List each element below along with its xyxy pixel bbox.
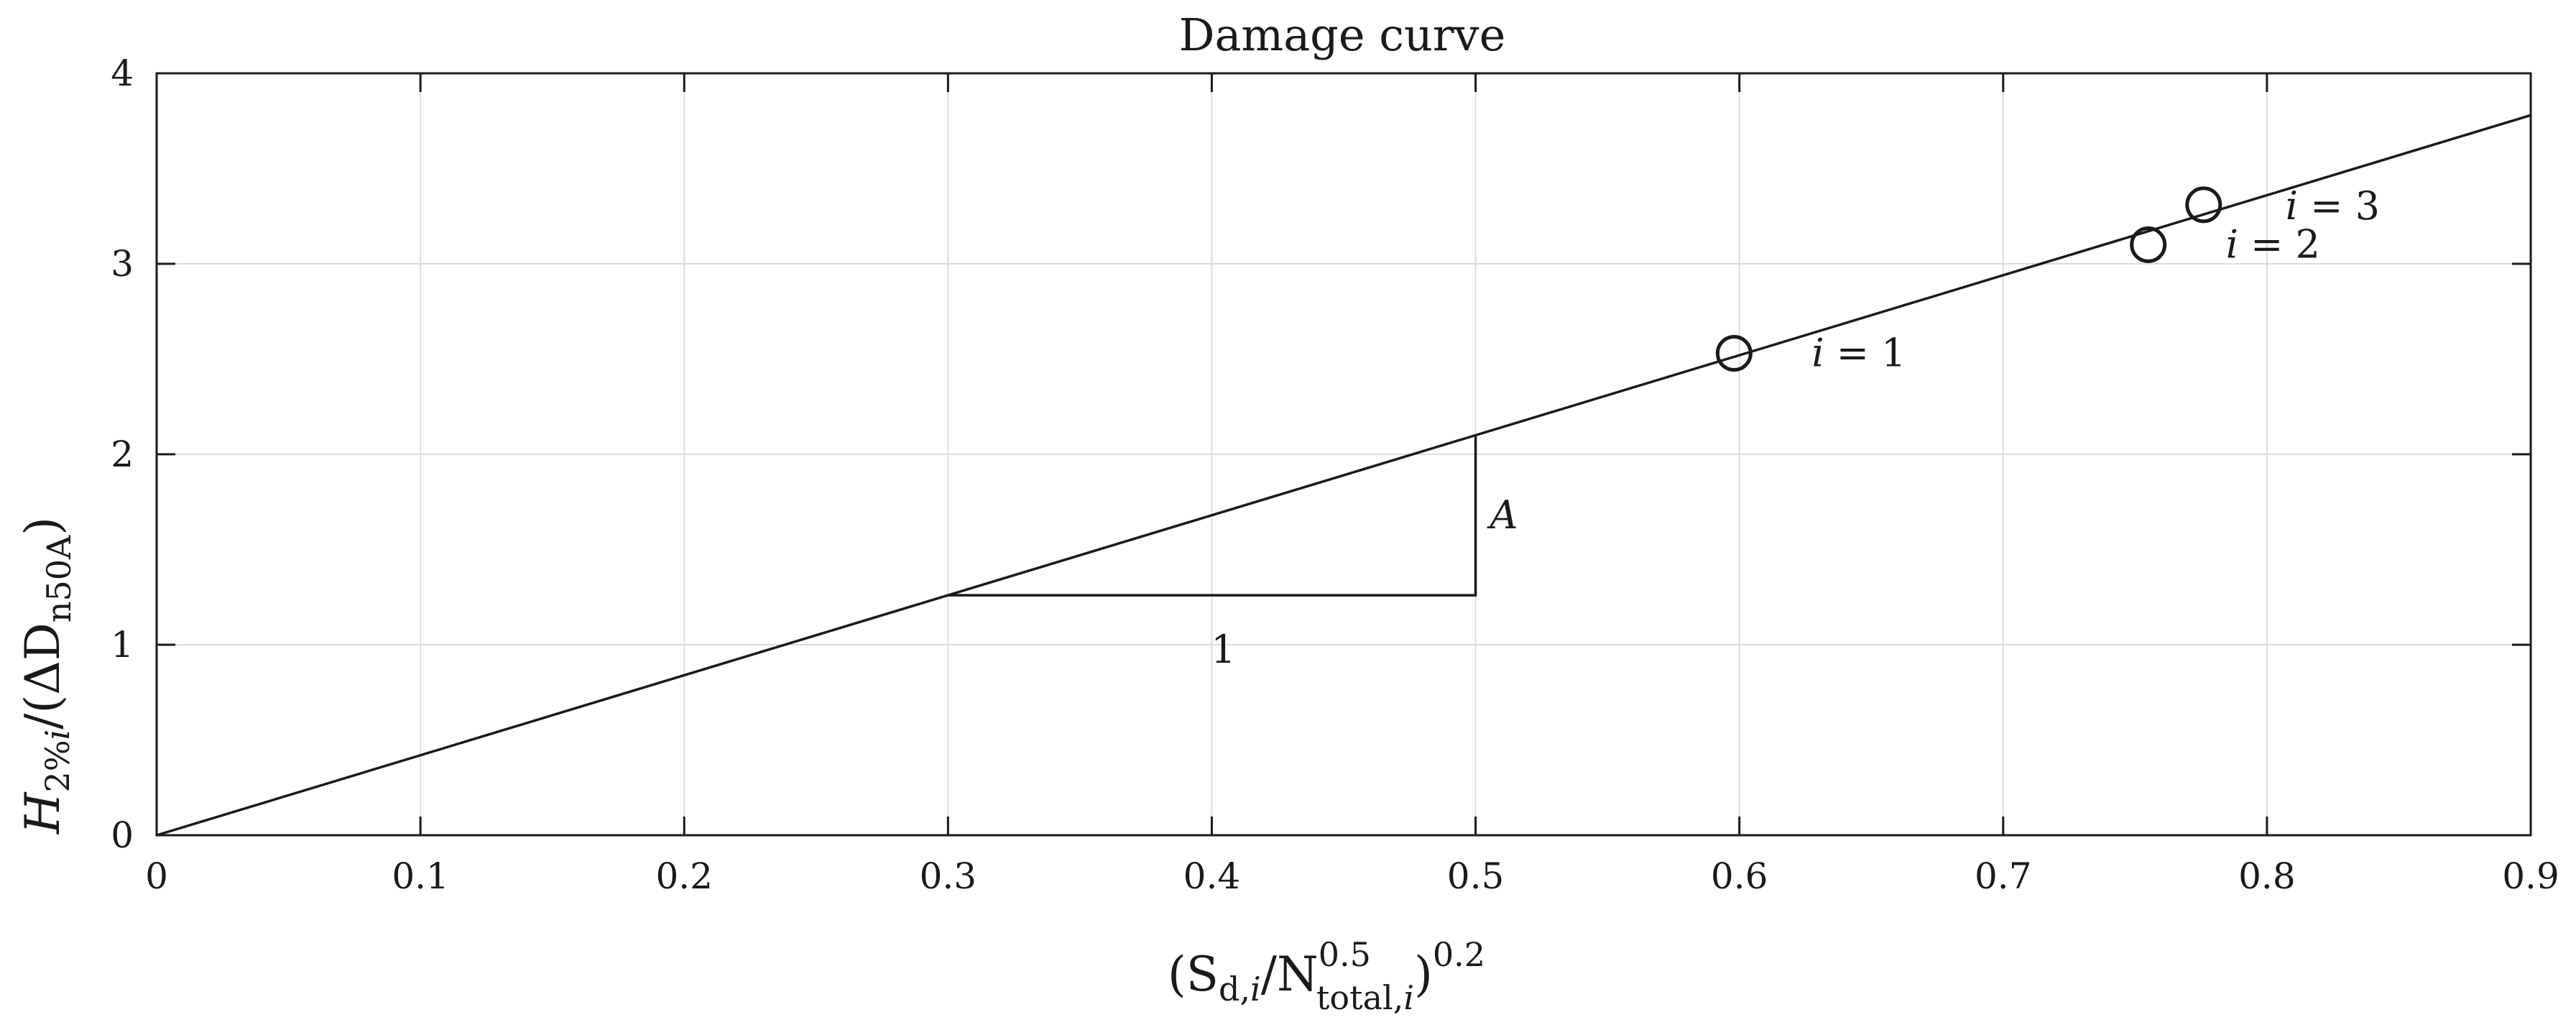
- x-tick-label: 0.8: [2238, 855, 2296, 897]
- x-axis-label: (Sd,i/N0.5 total,i)0.2: [1168, 935, 1485, 1017]
- x-tick-label: 0.2: [655, 855, 713, 897]
- x-tick-label: 0.9: [2502, 855, 2559, 897]
- grid-lines: [156, 73, 2531, 836]
- x-tick-label: 0.5: [1447, 855, 1505, 897]
- data-point-label: i = 3: [2286, 183, 2380, 229]
- y-tick-label: 1: [111, 624, 134, 666]
- data-point-marker: [2130, 226, 2167, 263]
- x-tick-label: 0.3: [920, 855, 977, 897]
- axis-ticks: 0 0.1 0.2 0.3 0.4 0.5 0.6 0.7 0.8 0.9 0 1 2 3 4: [111, 52, 2559, 897]
- chart-title: Damage curve: [1179, 9, 1506, 61]
- slope-run-label: 1: [1211, 627, 1235, 672]
- x-tick-label: 0: [145, 855, 168, 897]
- y-tick-label: 4: [111, 52, 134, 94]
- x-tick-label: 0.1: [392, 855, 449, 897]
- slope-rise-label: A: [1487, 492, 1518, 538]
- annotations: 1 Ai = 1 i = 2i = 3: [1211, 183, 2380, 672]
- x-tick-label: 0.4: [1183, 855, 1241, 897]
- y-axis-label: H2%i/(ΔDn50A): [15, 517, 78, 835]
- y-tick-label: 2: [111, 433, 134, 475]
- damage-curve-line: [156, 114, 2531, 837]
- data-point-label: i = 1: [1811, 331, 1906, 376]
- data-point-marker: [2185, 186, 2222, 224]
- x-tick-label: 0.6: [1711, 855, 1768, 897]
- y-tick-label: 3: [111, 243, 134, 285]
- plot-data: [156, 114, 2531, 837]
- data-point-label: i = 2: [2226, 222, 2320, 267]
- x-tick-label: 0.7: [1975, 855, 2032, 897]
- y-tick-label: 0: [111, 814, 134, 856]
- data-point-marker: [1715, 335, 1753, 372]
- slope-triangle: [948, 435, 1477, 597]
